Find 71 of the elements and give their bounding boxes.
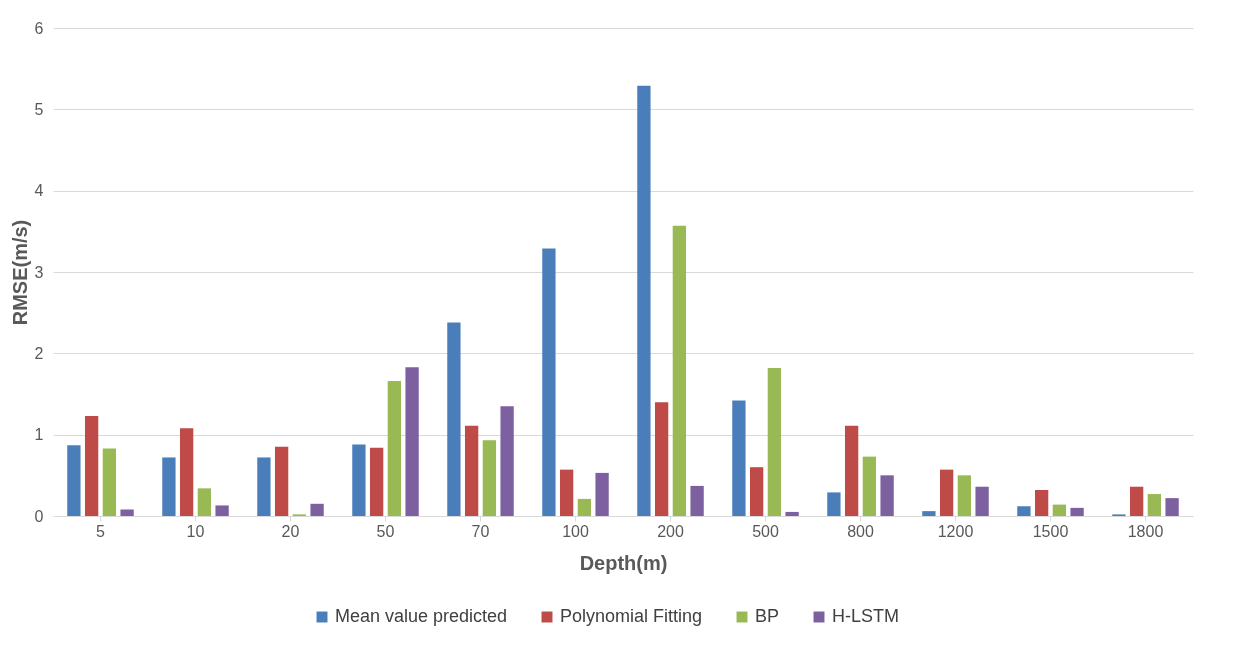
bar: [595, 472, 609, 516]
bar: [310, 503, 324, 516]
bar: [464, 425, 479, 516]
bar: [352, 444, 366, 516]
bar: [257, 457, 271, 516]
bar: [197, 488, 212, 516]
bar: [957, 475, 972, 516]
bar: [482, 440, 497, 516]
bar: [542, 248, 556, 516]
bar: [162, 457, 176, 516]
bar: [975, 486, 989, 516]
bar: [827, 492, 841, 516]
bar: [862, 456, 877, 516]
x-tick-label: 10: [186, 522, 205, 540]
bar: [1070, 507, 1084, 516]
x-tick-label: 1800: [1127, 522, 1164, 540]
bar: [1034, 489, 1049, 516]
bar: [654, 402, 669, 516]
legend-label: Polynomial Fitting: [560, 606, 703, 626]
bar: [67, 445, 81, 516]
x-tick-label: 1200: [937, 522, 974, 540]
bar: [785, 511, 799, 516]
y-tick-label: 4: [34, 182, 44, 200]
bar: [1017, 506, 1031, 516]
y-tick-label: 3: [34, 263, 44, 281]
y-tick-label: 0: [34, 507, 44, 525]
bar: [939, 469, 954, 516]
bar: [767, 367, 782, 516]
x-tick-label: 500: [752, 522, 779, 540]
y-tick-label: 5: [34, 100, 44, 118]
bar: [179, 428, 194, 516]
bar: [637, 85, 651, 516]
bar: [405, 367, 419, 516]
x-tick-label: 800: [847, 522, 874, 540]
bar: [672, 225, 687, 516]
x-tick-label: 20: [281, 522, 300, 540]
x-tick-label: 100: [562, 522, 589, 540]
legend-label: Mean value predicted: [335, 606, 508, 626]
bar: [1147, 494, 1162, 516]
bar: [1052, 504, 1067, 516]
bar: [732, 400, 746, 516]
bar: [577, 498, 592, 516]
bar: [559, 469, 574, 516]
bar: [84, 415, 99, 516]
bar: [274, 446, 289, 516]
x-tick-label: 70: [471, 522, 490, 540]
bar: [749, 467, 764, 516]
bar: [690, 485, 704, 516]
bar: [387, 380, 402, 516]
bar: [500, 406, 514, 516]
bar: [880, 475, 894, 516]
y-axis-title: RMSE(m/s): [8, 219, 31, 326]
y-tick-label: 2: [34, 344, 44, 362]
x-tick-label: 1500: [1032, 522, 1069, 540]
y-tick-label: 6: [34, 19, 44, 37]
bar: [120, 509, 134, 516]
x-tick-label: 5: [96, 522, 106, 540]
bar: [102, 448, 117, 516]
legend-label: H-LSTM: [832, 606, 899, 626]
bar: [844, 425, 859, 516]
x-tick-label: 50: [376, 522, 395, 540]
bar: [922, 511, 936, 516]
bar: [369, 447, 384, 516]
bar: [1165, 498, 1179, 516]
legend-label: BP: [755, 606, 780, 626]
bar: [215, 505, 229, 516]
x-axis-title: Depth(m): [579, 551, 668, 574]
bar: [447, 322, 461, 516]
x-tick-label: 200: [657, 522, 684, 540]
bar: [1129, 486, 1144, 516]
y-tick-label: 1: [34, 426, 44, 444]
